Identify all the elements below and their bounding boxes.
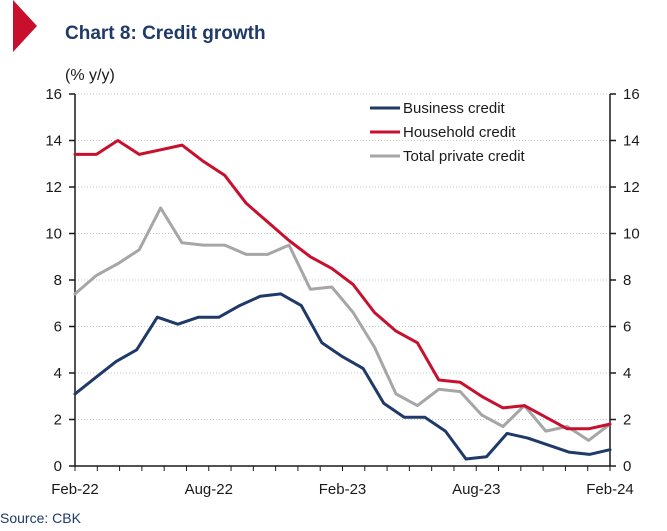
- y-tick-label-left: 14: [45, 133, 62, 150]
- legend: Business credit Household credit Total pri…: [370, 100, 526, 165]
- y-tick-label-right: 8: [623, 272, 631, 289]
- legend-label-household-credit: Household credit: [403, 124, 516, 141]
- x-tick-label: Feb-22: [51, 481, 99, 498]
- series-line-household-credit: [73, 139, 612, 431]
- y-tick-label-right: 14: [623, 133, 640, 150]
- y-tick-label-left: 4: [54, 365, 62, 382]
- x-tick-label: Aug-23: [452, 481, 500, 498]
- y-tick-label-right: 10: [623, 226, 640, 243]
- y-tick-label-right: 4: [623, 365, 631, 382]
- y-tick-label-left: 10: [45, 226, 62, 243]
- y-tick-label-right: 6: [623, 319, 631, 336]
- y-tick-label-left: 12: [45, 179, 62, 196]
- y-tick-label-left: 0: [54, 458, 62, 475]
- unit-label: (% y/y): [65, 67, 115, 84]
- y-tick-label-right: 16: [623, 86, 640, 103]
- legend-label-business-credit: Business credit: [403, 100, 506, 117]
- y-tick-label-left: 2: [54, 412, 62, 429]
- y-tick-label-right: 2: [623, 412, 631, 429]
- axes: 0 0 2 2 4 4 6 6 8 8 10 10 12 12 14 14 16 16 Feb-22 Aug-22 Fe…: [45, 86, 639, 498]
- x-tick-label: Feb-24: [586, 481, 634, 498]
- series-line-business-credit: [73, 292, 612, 461]
- legend-label-total-private-credit: Total private credit: [403, 148, 526, 165]
- y-tick-label-right: 12: [623, 179, 640, 196]
- accent-marker: [13, 0, 37, 52]
- x-tick-label: Aug-22: [185, 481, 233, 498]
- y-tick-label-left: 16: [45, 86, 62, 103]
- chart-title: Chart 8: Credit growth: [65, 23, 266, 44]
- y-tick-label-left: 6: [54, 319, 62, 336]
- x-tick-label: Feb-23: [319, 481, 367, 498]
- series-line-total-private-credit: [73, 206, 612, 442]
- series-lines: [73, 139, 612, 461]
- y-tick-label-right: 0: [623, 458, 631, 475]
- gridlines: [75, 93, 610, 420]
- y-tick-label-left: 8: [54, 272, 62, 289]
- source-note: Source: CBK: [0, 510, 82, 526]
